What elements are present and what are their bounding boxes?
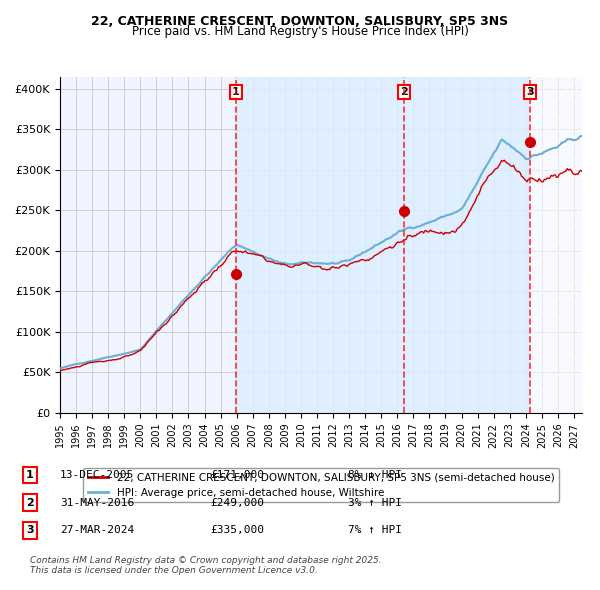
Text: 22, CATHERINE CRESCENT, DOWNTON, SALISBURY, SP5 3NS: 22, CATHERINE CRESCENT, DOWNTON, SALISBU… xyxy=(91,15,509,28)
Text: 31-MAY-2016: 31-MAY-2016 xyxy=(60,498,134,507)
Text: 2: 2 xyxy=(400,87,408,97)
Text: 3: 3 xyxy=(526,87,533,97)
Text: 1: 1 xyxy=(26,470,34,480)
Text: £249,000: £249,000 xyxy=(210,498,264,507)
Text: £335,000: £335,000 xyxy=(210,526,264,535)
Text: 1: 1 xyxy=(232,87,240,97)
Text: Contains HM Land Registry data © Crown copyright and database right 2025.
This d: Contains HM Land Registry data © Crown c… xyxy=(30,556,382,575)
Text: £171,000: £171,000 xyxy=(210,470,264,480)
Text: Price paid vs. HM Land Registry's House Price Index (HPI): Price paid vs. HM Land Registry's House … xyxy=(131,25,469,38)
Text: 3: 3 xyxy=(26,526,34,535)
Bar xyxy=(530,77,582,413)
Text: 8% ↓ HPI: 8% ↓ HPI xyxy=(348,470,402,480)
Text: 27-MAR-2024: 27-MAR-2024 xyxy=(60,526,134,535)
Text: 3% ↑ HPI: 3% ↑ HPI xyxy=(348,498,402,507)
Text: 13-DEC-2005: 13-DEC-2005 xyxy=(60,470,134,480)
Text: 7% ↑ HPI: 7% ↑ HPI xyxy=(348,526,402,535)
Text: 2: 2 xyxy=(26,498,34,507)
Bar xyxy=(236,77,530,413)
Legend: 22, CATHERINE CRESCENT, DOWNTON, SALISBURY, SP5 3NS (semi-detached house), HPI: : 22, CATHERINE CRESCENT, DOWNTON, SALISBU… xyxy=(83,468,559,502)
